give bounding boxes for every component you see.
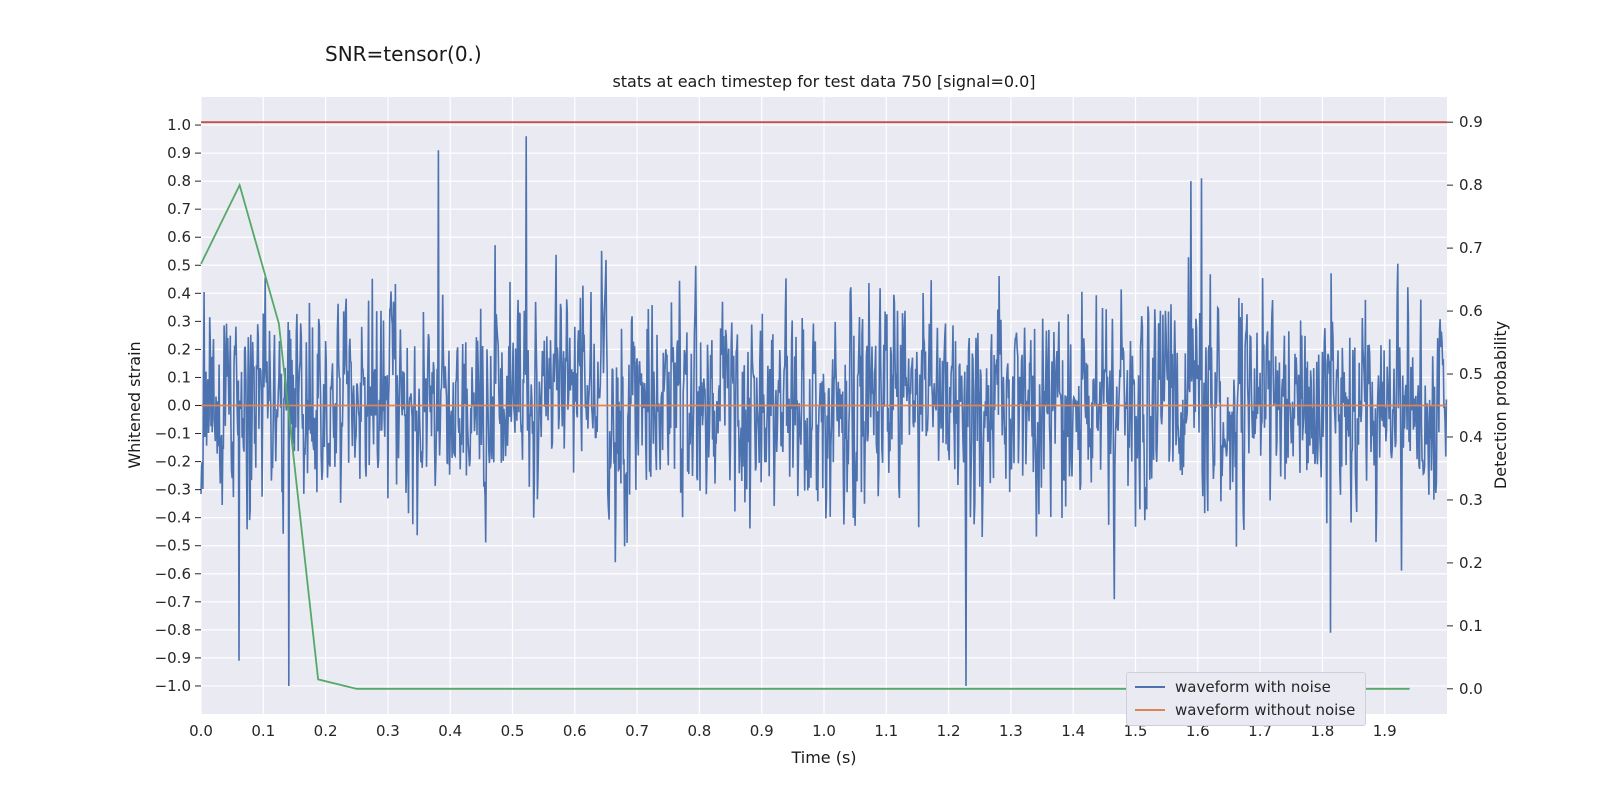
x-tick-label: 0.7 (625, 722, 649, 740)
x-tick-label: 1.3 (999, 722, 1023, 740)
y-tick-label: −0.5 (155, 537, 191, 555)
x-tick-label: 0.0 (189, 722, 213, 740)
y2-tick-label: 0.5 (1459, 365, 1483, 383)
x-tick-label: 0.8 (687, 722, 711, 740)
x-tick-label: 1.0 (812, 722, 836, 740)
x-tick-label: 0.5 (501, 722, 525, 740)
y2-tick-label: 0.8 (1459, 176, 1483, 194)
y-tick-label: 0.1 (167, 368, 191, 386)
y-tick-label: 0.6 (167, 228, 191, 246)
y-tick-label: −0.2 (155, 453, 191, 471)
y2-tick-label: 0.2 (1459, 554, 1483, 572)
chart-title: stats at each timestep for test data 750… (612, 72, 1035, 91)
y-tick-label: 0.7 (167, 200, 191, 218)
ticks: 0.0 0.1 0.2 0.3 0.4 0.5 0.6 0.7 0.8 0.9 1.0 1.1 1.2 1… (155, 113, 1483, 740)
y2-tick-label: 0.6 (1459, 302, 1483, 320)
x-tick-label: 1.6 (1186, 722, 1210, 740)
x-tick-label: 1.9 (1373, 722, 1397, 740)
legend-label-clean: waveform without noise (1175, 701, 1356, 719)
y-tick-label: 0.3 (167, 312, 191, 330)
x-tick-label: 1.2 (937, 722, 961, 740)
y-tick-label: 0.5 (167, 256, 191, 274)
y2-axis-label: Detection probability (1491, 321, 1510, 489)
x-tick-label: 0.1 (251, 722, 275, 740)
y-tick-label: 0.9 (167, 144, 191, 162)
y2-tick-label: 0.0 (1459, 680, 1483, 698)
y-tick-label: 0.4 (167, 284, 191, 302)
y2-tick-label: 0.3 (1459, 491, 1483, 509)
x-tick-label: 0.9 (750, 722, 774, 740)
y-tick-label: 0.2 (167, 340, 191, 358)
x-tick-label: 0.4 (438, 722, 462, 740)
y-tick-label: −0.7 (155, 593, 191, 611)
legend-label-noisy: waveform with noise (1175, 678, 1331, 696)
y-tick-label: 0.8 (167, 172, 191, 190)
y-tick-label: 1.0 (167, 116, 191, 134)
x-tick-label: 1.8 (1310, 722, 1334, 740)
series-detection-probability (200, 182, 1410, 690)
y-tick-label: 0.0 (167, 397, 191, 415)
x-tick-label: 0.2 (314, 722, 338, 740)
legend-swatch-noisy (1135, 686, 1165, 688)
series-layer (200, 121, 1448, 690)
y-tick-label: −0.4 (155, 509, 191, 527)
x-tick-label: 1.1 (874, 722, 898, 740)
legend-swatch-clean (1135, 709, 1165, 711)
figure-suptitle: SNR=tensor(0.) (325, 42, 482, 66)
legend: waveform with noise waveform without noi… (1126, 672, 1366, 726)
y-tick-label: −1.0 (155, 677, 191, 695)
y2-tick-label: 0.9 (1459, 113, 1483, 131)
x-tick-label: 1.4 (1061, 722, 1085, 740)
x-tick-label: 0.6 (563, 722, 587, 740)
y-axis-label: Whitened strain (125, 341, 144, 468)
x-axis-label: Time (s) (790, 748, 856, 767)
y-tick-label: −0.3 (155, 481, 191, 499)
x-tick-label: 1.5 (1124, 722, 1148, 740)
legend-item-noisy: waveform with noise (1135, 676, 1331, 698)
y-tick-label: −0.1 (155, 425, 191, 443)
y-tick-label: −0.8 (155, 621, 191, 639)
y2-tick-label: 0.4 (1459, 428, 1483, 446)
x-tick-label: 0.3 (376, 722, 400, 740)
y2-tick-label: 0.7 (1459, 239, 1483, 257)
series-waveform-with-noise (200, 136, 1448, 687)
x-tick-label: 1.7 (1248, 722, 1272, 740)
y-tick-label: −0.6 (155, 565, 191, 583)
y2-tick-label: 0.1 (1459, 617, 1483, 635)
y-tick-label: −0.9 (155, 649, 191, 667)
legend-item-clean: waveform without noise (1135, 699, 1355, 721)
